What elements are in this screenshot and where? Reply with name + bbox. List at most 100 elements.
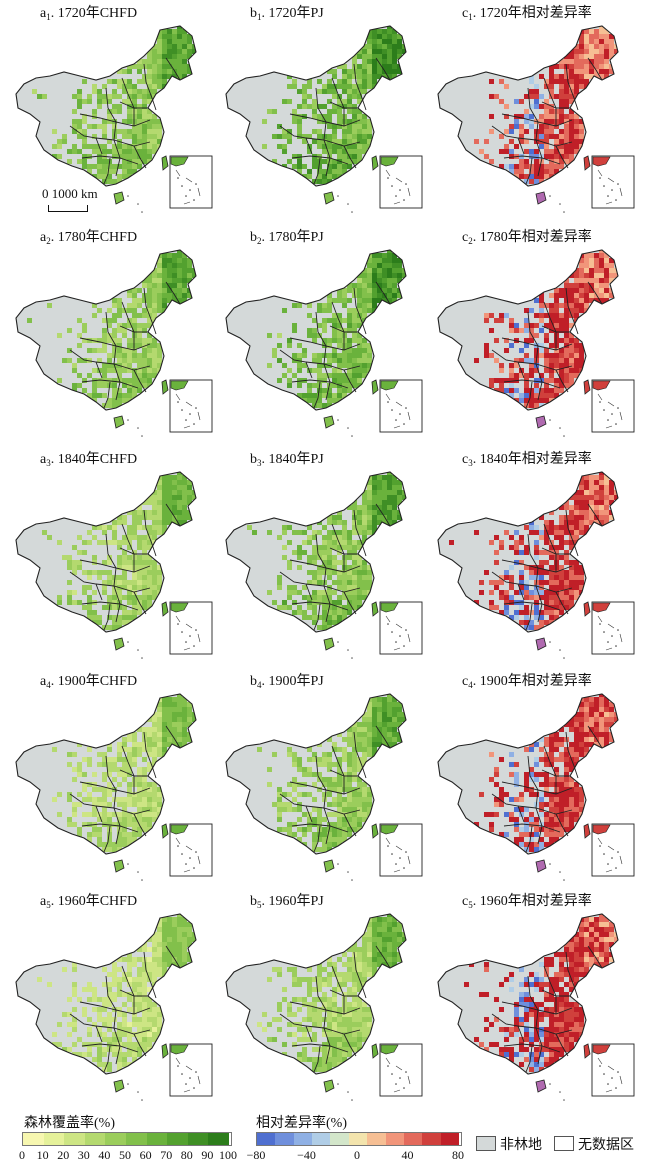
map-cell [142,550,147,555]
map-cell [342,149,347,154]
map-cell [392,59,397,64]
map-cell [327,982,332,987]
map-cell [352,757,357,762]
map-cell [87,585,92,590]
map-cell [107,363,112,368]
map-cell [107,972,112,977]
map-cell [167,722,172,727]
map-cell [564,139,569,144]
inset-island [617,629,619,631]
map-cell [397,44,402,49]
map-cell [92,164,97,169]
panel-title-letter: a [40,894,47,909]
map-cell [327,752,332,757]
map-cell [117,129,122,134]
map-cell [589,515,594,520]
map-cell [312,333,317,338]
map-cell [584,64,589,69]
map-cell [82,154,87,159]
map-cell [267,333,272,338]
map-cell [397,54,402,59]
inset-island [405,629,407,631]
map-cell [599,490,604,495]
map-cell [302,772,307,777]
map-cell [127,767,132,772]
map-cell [157,129,162,134]
map-cell [147,74,152,79]
map-cell [112,338,117,343]
map-cell [312,318,317,323]
map-cell [142,373,147,378]
map-cell [342,1042,347,1047]
map-cell [594,288,599,293]
map-cell [137,134,142,139]
map-cell [337,610,342,615]
map-cell [362,283,367,288]
map-cell [397,722,402,727]
map-cell [332,747,337,752]
map-cell [127,363,132,368]
map-cell [579,575,584,580]
map-cell [112,605,117,610]
map-cell [302,530,307,535]
map-cell [312,1007,317,1012]
map-cell [72,802,77,807]
map-cell [529,398,534,403]
province-boundary [103,825,111,853]
map-cell [132,762,137,767]
map-cell [142,545,147,550]
map-cell [317,1017,322,1022]
map-cell [514,837,519,842]
map-cell [357,1012,362,1017]
map-cell [504,792,509,797]
map-cell [529,403,534,408]
map-cell [142,99,147,104]
map-cell [382,697,387,702]
province-boundary [81,155,139,165]
map-cell [402,717,406,722]
map-cell [297,363,302,368]
map-cell [554,378,559,383]
map-cell [97,1057,102,1062]
map-cell [347,802,352,807]
inset-island [615,645,617,647]
map-cell [147,802,152,807]
china-map [225,249,423,437]
map-cell [137,89,142,94]
map-cell [342,69,347,74]
map-cell [77,827,82,832]
map-cell [87,1047,92,1052]
map-cell [82,590,87,595]
taiwan-island [583,823,591,839]
map-cell [332,992,337,997]
map-cell [347,555,352,560]
map-cell [362,313,367,318]
map-cell [574,89,579,94]
map-cell [172,932,177,937]
map-cell [122,772,127,777]
map-cell [132,615,137,620]
map-cell [167,253,172,258]
map-cell [337,792,342,797]
map-cell [147,590,152,595]
map-cell [122,812,127,817]
map-cell [519,348,524,353]
map-cell [599,26,604,29]
map-cell [539,620,544,625]
map-cell [127,832,132,837]
small-island [347,427,349,429]
map-cell [489,827,494,832]
map-cell [337,987,342,992]
map-cell [342,348,347,353]
map-cell [332,393,337,398]
map-cell [569,560,574,565]
map-cell [317,308,322,313]
map-cell [599,495,604,500]
map-cell [514,363,519,368]
map-cell [172,74,177,79]
map-cell [152,89,157,94]
grid-cells [449,472,618,630]
province-boundary [525,381,533,409]
map-cell [594,732,599,737]
map-cell [177,278,182,283]
